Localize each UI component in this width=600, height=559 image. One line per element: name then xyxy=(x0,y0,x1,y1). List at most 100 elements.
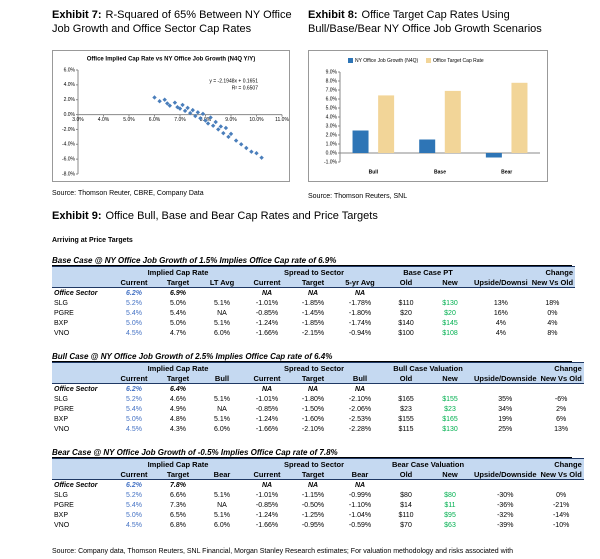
cell: PGRE xyxy=(54,309,74,317)
cell: 4% xyxy=(495,329,506,337)
cell: 0% xyxy=(547,309,558,317)
cell: PGRE xyxy=(54,405,74,413)
cell: -10% xyxy=(552,521,570,529)
point xyxy=(208,115,213,120)
cell: 6.6% xyxy=(170,491,186,499)
cell: -32% xyxy=(497,511,514,519)
point xyxy=(205,121,211,126)
cell: -1.24% xyxy=(255,511,279,519)
cell: 8% xyxy=(547,329,558,337)
cell: 5.1% xyxy=(214,319,230,327)
table: Implied Cap Rate Spread to Sector Base Cas… xyxy=(52,266,576,338)
cell: -0.99% xyxy=(348,491,372,499)
cell: $108 xyxy=(442,329,458,337)
table-row: VNO 4.5% 4.7% 6.0% -1.66% -2.15% -0.94% $100 $10… xyxy=(52,328,575,338)
bar xyxy=(352,130,369,153)
point xyxy=(193,113,198,119)
cell: Office Sector xyxy=(54,289,98,297)
cell: $63 xyxy=(444,521,456,529)
column-header: New Vs Old xyxy=(529,277,576,288)
cell: -39% xyxy=(497,521,514,529)
point xyxy=(188,110,193,116)
cell: 5.1% xyxy=(214,415,230,423)
cell: -1.80% xyxy=(301,395,325,403)
point xyxy=(244,145,249,151)
cell: $23 xyxy=(444,405,456,413)
cell: 4.8% xyxy=(170,415,186,423)
cell: -0.59% xyxy=(348,521,372,529)
cell xyxy=(384,480,428,491)
x-tick-label: 5.0% xyxy=(123,117,135,123)
x-tick-label: Bear xyxy=(501,169,512,175)
cell: SLG xyxy=(54,395,69,403)
cell: 5.0% xyxy=(126,511,142,519)
column-header xyxy=(52,373,112,384)
cell: -0.94% xyxy=(348,329,372,337)
point xyxy=(195,110,201,115)
annotation: R² = 0.6507 xyxy=(232,85,258,91)
cell: 5.1% xyxy=(214,491,230,499)
column-header: New xyxy=(428,277,472,288)
group-header: Spread to Sector xyxy=(244,362,384,373)
point xyxy=(218,124,223,129)
column-header xyxy=(52,469,112,480)
cell: BXP xyxy=(54,319,69,327)
column-header xyxy=(52,277,112,288)
cell: $100 xyxy=(398,329,414,337)
cell: 5.0% xyxy=(126,319,142,327)
group-header xyxy=(472,458,539,469)
cell xyxy=(200,288,244,299)
bar xyxy=(444,90,461,153)
cell: 5.0% xyxy=(170,299,186,307)
column-header: Current xyxy=(112,469,156,480)
cell: NA xyxy=(261,385,273,393)
y-tick-label: 3.0% xyxy=(326,123,338,129)
cell: NA xyxy=(354,481,366,489)
x-tick-label: 11.0% xyxy=(275,117,289,123)
cell: SLG xyxy=(54,491,69,499)
cell: 6.4% xyxy=(170,385,186,393)
y-tick-label: 8.0% xyxy=(326,78,338,84)
cell: PGRE xyxy=(54,501,74,509)
point xyxy=(152,95,157,100)
table-row: PGRE 5.4% 7.3% NA -0.85% -0.50% -1.10% $14 $11 -3… xyxy=(52,500,584,510)
cell xyxy=(428,384,472,395)
cell: NA xyxy=(307,289,319,297)
cell: VNO xyxy=(54,329,70,337)
cell: -1.25% xyxy=(301,511,325,519)
column-header: Old xyxy=(384,373,428,384)
cell: -1.10% xyxy=(348,501,372,509)
cell: -2.10% xyxy=(301,425,325,433)
y-tick-label: 0.0% xyxy=(326,150,338,156)
cell: 7.8% xyxy=(170,481,186,489)
point xyxy=(200,111,206,117)
point xyxy=(198,116,203,121)
table-title: Base Case @ NY Office Job Growth of 1.5%… xyxy=(52,256,572,266)
cell: -1.24% xyxy=(255,415,279,423)
column-header: New xyxy=(428,469,472,480)
scatter-chart: Office Implied Cap Rate vs NY Office Job… xyxy=(52,50,290,182)
column-header: Current xyxy=(112,373,156,384)
cell: 13% xyxy=(493,299,508,307)
cell: -1.60% xyxy=(301,415,325,423)
table-row: BXP 5.0% 4.8% 5.1% -1.24% -1.60% -2.53% $155 $16… xyxy=(52,414,584,424)
bar xyxy=(419,139,436,153)
cell: -14% xyxy=(552,511,570,519)
column-header: Target xyxy=(290,469,336,480)
cell: $130 xyxy=(442,299,458,307)
cell: $95 xyxy=(444,511,456,519)
cell xyxy=(539,384,584,395)
column-header: Current xyxy=(244,277,290,288)
y-tick-label: -1.0% xyxy=(324,159,338,165)
column-header-row: Current Target Bear Current Target Bear Old New… xyxy=(52,469,584,480)
cell: 4.3% xyxy=(170,425,186,433)
legend-swatch xyxy=(348,58,353,63)
cell: 0% xyxy=(556,491,567,499)
point xyxy=(167,103,172,108)
cell: NA xyxy=(307,481,319,489)
cell: 4.9% xyxy=(170,405,186,413)
cell: $23 xyxy=(400,405,412,413)
cell: 4.5% xyxy=(126,425,142,433)
table-title: Bear Case @ NY Office Job Growth of -0.5… xyxy=(52,448,572,458)
x-tick-label: 6.0% xyxy=(149,117,161,123)
